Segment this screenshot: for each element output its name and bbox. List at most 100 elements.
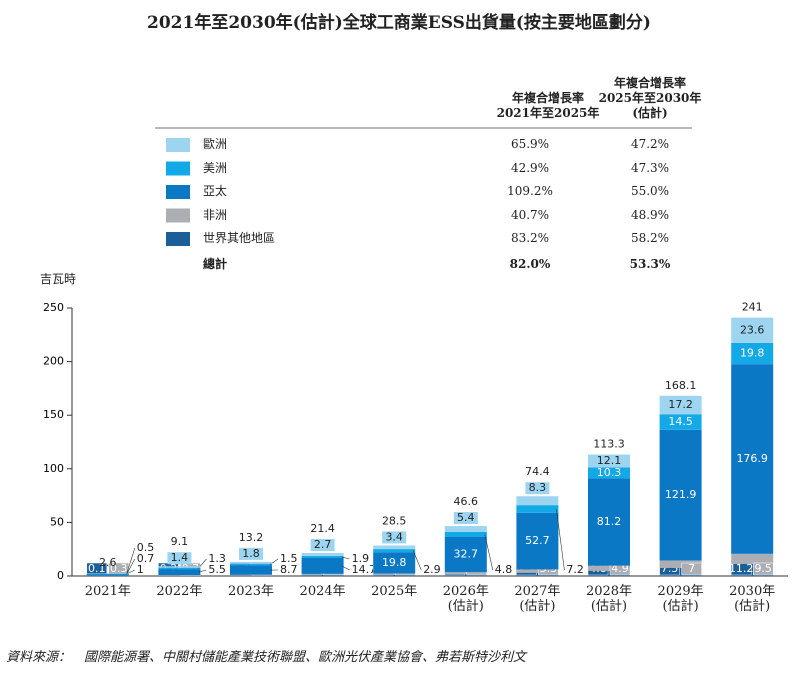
leader-line	[126, 547, 136, 574]
segment-label: 19.8	[740, 347, 765, 360]
x-tick-label: 2024年	[299, 584, 346, 599]
y-tick-label: 100	[43, 462, 64, 475]
segment-label: 7.2	[566, 563, 584, 576]
segment-label: 11.2	[729, 562, 754, 575]
segment-label: 1.4	[171, 551, 189, 564]
bar-segment	[516, 505, 559, 513]
x-tick-label: 2023年	[227, 584, 275, 599]
segment-label: 17.2	[668, 398, 693, 411]
segment-label: 9.5	[754, 562, 772, 575]
label-box	[752, 562, 774, 576]
legend-swatch	[166, 138, 190, 152]
bar-segment	[158, 566, 201, 568]
bar-segment	[373, 549, 416, 553]
segment-label: 1.3	[208, 552, 226, 565]
leader-line	[341, 556, 350, 560]
cagr-value: 47.3%	[630, 160, 670, 175]
legend-swatch	[166, 185, 190, 199]
legend-label: 歐洲	[203, 137, 228, 151]
total-label: 46.6	[454, 495, 479, 508]
total-label: 9.1	[171, 535, 189, 548]
total-label: 21.4	[310, 522, 335, 535]
bar-segment	[230, 563, 272, 566]
bar-segment	[659, 560, 702, 568]
segment-label: 1.5	[280, 552, 298, 565]
label-box	[167, 552, 192, 565]
bar-segment	[444, 536, 487, 573]
cagr-value: 42.9%	[510, 160, 550, 175]
legend-label: 美洲	[203, 160, 228, 175]
segment-label: 4.8	[495, 563, 513, 576]
segment-label: 121.9	[665, 488, 697, 501]
bar-segment	[158, 569, 201, 576]
legend-swatch	[166, 208, 190, 223]
total-label: 2.6	[99, 556, 117, 569]
bar-segment	[373, 545, 416, 550]
segment-label: 81.2	[597, 515, 622, 528]
cagr-value: 48.9%	[630, 207, 670, 222]
label-box	[310, 539, 335, 552]
bar-segment	[444, 574, 487, 576]
segment-label: 3.4	[385, 530, 403, 543]
segment-label: 0.7	[137, 552, 155, 565]
bar-segment	[659, 429, 702, 561]
segment-label: 8.3	[529, 481, 547, 494]
bar-segment	[86, 573, 129, 575]
bar-segment	[659, 414, 702, 430]
total-label: 241	[742, 301, 763, 314]
bar-segment	[230, 574, 272, 576]
segment-label: 8.7	[280, 563, 298, 576]
segment-label: 23.6	[740, 323, 765, 336]
bar-segment	[731, 553, 774, 564]
legend-label: 非洲	[203, 207, 228, 222]
total-label: 28.5	[382, 514, 407, 527]
y-tick-label: 150	[43, 408, 64, 421]
x-tick-label: 2028年 (估計)	[585, 584, 633, 614]
segment-label: 1	[137, 563, 144, 576]
legend-label: 亞太	[203, 184, 228, 198]
source: 資料來源： 國際能源署、中關村儲能產業技術聯盟、歐洲光伏產業協會、弗若斯特沙利文	[6, 650, 527, 665]
cagr-value: 47.2%	[630, 137, 670, 151]
bar-segment	[86, 574, 129, 576]
total-label: 74.4	[525, 465, 550, 478]
cagr-header: 年複合增長率 2025年至2030年 (估計)	[598, 76, 702, 120]
total-cagr: 53.3%	[629, 257, 671, 271]
bar-segment	[516, 572, 559, 576]
total-label: 總計	[203, 257, 228, 271]
segment-label: 5.5	[208, 563, 226, 576]
segment-label: 14.5	[668, 415, 693, 428]
bar-segment	[158, 575, 201, 576]
legend-label: 世界其他地區	[203, 231, 276, 245]
bar-segment	[516, 512, 559, 570]
total-cagr: 82.0%	[509, 257, 551, 271]
segment-label: 0.5	[137, 541, 155, 554]
leader-line	[126, 558, 136, 575]
x-tick-label: 2026年 (估計)	[442, 584, 489, 614]
bar-segment	[588, 565, 630, 571]
legend-swatch	[166, 161, 190, 176]
segment-label: 14.7	[352, 563, 377, 576]
label-box	[668, 399, 693, 412]
bar-segment	[86, 573, 129, 574]
bar-segment	[444, 526, 487, 532]
segment-label: 176.9	[736, 452, 768, 465]
bar-segment	[373, 552, 416, 574]
x-tick-label: 2022年	[156, 584, 203, 599]
total-label: 113.3	[593, 438, 625, 451]
segment-label: 2.9	[423, 563, 441, 576]
x-tick-label: 2021年	[84, 584, 131, 599]
chart-title: 2021年至2030年(估計)全球工商業ESS出貨量(按主要地區劃分)	[147, 13, 651, 33]
cagr-value: 40.7%	[510, 207, 550, 222]
segment-label: 1.9	[352, 552, 370, 565]
leader-line	[198, 569, 207, 573]
bar-segment	[230, 565, 272, 575]
segment-label: 7	[688, 562, 695, 575]
leader-line	[341, 565, 350, 571]
label-box	[597, 455, 621, 468]
bar-segment	[588, 467, 630, 479]
cagr-value: 58.2%	[630, 231, 670, 245]
x-tick-label: 2027年 (估計)	[514, 584, 561, 614]
segment-label: 12.1	[597, 454, 622, 467]
bar-segment	[230, 561, 272, 564]
